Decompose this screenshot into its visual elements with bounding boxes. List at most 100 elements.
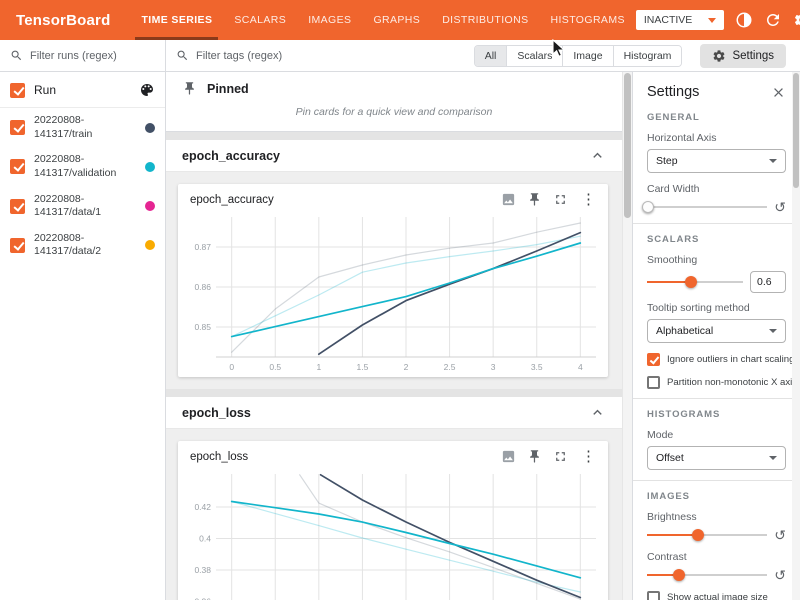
section-header[interactable]: epoch_accuracy [166,140,622,172]
pin-icon[interactable] [527,192,542,207]
divider [633,398,800,399]
pin-icon [182,81,197,96]
run-label: 20220808-141317/train [34,114,93,140]
card-width-label: Card Width [647,183,700,195]
tags-toolbar: Filter tags (regex) All Scalars Image Hi… [166,40,800,72]
section-header[interactable]: epoch_loss [166,397,622,429]
cards-scrollbar[interactable] [622,72,632,600]
filter-scalars-button[interactable]: Scalars [506,45,563,66]
more-options-icon[interactable]: ⋮ [581,448,596,465]
slider-thumb[interactable] [642,201,655,213]
horizontal-axis-dropdown[interactable]: Step [647,149,786,173]
refresh-icon[interactable] [764,11,782,29]
run-row-data-2[interactable]: 20220808-141317/data/2 [0,226,165,265]
show-actual-size-checkbox[interactable] [647,591,660,600]
epoch-accuracy-chart[interactable]: 0 0.5 1 1.5 2 2.5 3 3.5 4 0.85 0.86 0.87 [178,207,608,377]
slider-thumb[interactable] [673,569,686,581]
section-title: epoch_accuracy [182,148,280,163]
more-options-icon[interactable]: ⋮ [581,191,596,208]
tab-images[interactable]: IMAGES [308,14,352,26]
filter-all-button[interactable]: All [474,45,507,66]
svg-text:2: 2 [404,362,409,372]
run-checkbox[interactable] [10,237,25,253]
chart-card-epoch-accuracy: epoch_accuracy [178,184,608,377]
image-icon[interactable] [501,449,516,464]
theme-toggle-icon[interactable] [735,11,753,29]
filter-tags-input[interactable]: Filter tags (regex) [176,49,474,62]
palette-icon[interactable] [139,82,155,98]
run-checkbox[interactable] [10,159,25,175]
smoothing-slider[interactable] [647,275,743,289]
ignore-outliers-checkbox[interactable] [647,353,660,366]
image-icon[interactable] [501,192,516,207]
reset-icon[interactable]: ↺ [774,567,786,583]
card-width-control: ↺ [642,199,786,215]
reset-icon[interactable]: ↺ [774,199,786,215]
general-heading: GENERAL [647,112,700,123]
tab-time-series[interactable]: TIME SERIES [130,0,223,40]
slider-thumb[interactable] [691,529,704,541]
tooltip-sorting-value: Alphabetical [656,325,714,337]
run-color-dot[interactable] [145,161,155,172]
partition-x-checkbox[interactable] [647,375,660,389]
histogram-mode-dropdown[interactable]: Offset [647,446,786,470]
settings-gear-icon[interactable] [793,11,800,29]
chevron-up-icon[interactable] [589,404,606,421]
partition-x-row[interactable]: Partition non-monotonic X axis ⓘ [647,375,797,389]
chevron-down-icon [769,329,777,333]
chevron-up-icon[interactable] [589,147,606,164]
settings-scrollbar-thumb[interactable] [793,73,799,188]
contrast-slider[interactable] [647,568,768,582]
cards-scrollbar-thumb[interactable] [624,73,631,218]
tab-histograms[interactable]: HISTOGRAMS [550,14,625,26]
svg-text:0.85: 0.85 [194,322,211,332]
run-row-data-1[interactable]: 20220808-141317/data/1 [0,187,165,226]
settings-panel-header: Settings [647,84,786,100]
epoch-loss-chart[interactable]: 00.511.522.533.540.360.380.40.42 [178,464,608,600]
fullscreen-icon[interactable] [553,449,568,464]
tooltip-sorting-dropdown[interactable]: Alphabetical [647,319,786,343]
smoothing-control: 0.6 [647,271,786,293]
run-label: 20220808-141317/data/1 [34,192,102,219]
tab-scalars[interactable]: SCALARS [234,14,287,26]
run-color-dot[interactable] [145,240,155,251]
settings-scrollbar[interactable] [792,72,800,600]
content-row: Pinned Pin cards for a quick view and co… [166,72,800,600]
show-actual-size-row[interactable]: Show actual image size [647,591,786,600]
reload-status-dropdown[interactable]: INACTIVE [635,10,724,30]
tab-graphs[interactable]: GRAPHS [373,14,421,26]
filter-histogram-button[interactable]: Histogram [612,45,682,66]
tab-distributions[interactable]: DISTRIBUTIONS [442,14,529,26]
run-row-train[interactable]: 20220808-141317/train [0,108,165,147]
partition-x-label: Partition non-monotonic X axis [667,376,798,388]
svg-text:0.5: 0.5 [269,362,281,372]
filter-runs-input[interactable]: Filter runs (regex) [0,40,165,72]
run-color-dot[interactable] [145,201,155,212]
brightness-slider[interactable] [647,528,768,542]
show-actual-size-label: Show actual image size [667,592,768,600]
reset-icon[interactable]: ↺ [774,527,786,543]
ignore-outliers-row[interactable]: Ignore outliers in chart scaling [647,353,794,366]
close-icon[interactable] [771,85,786,100]
run-row-validation[interactable]: 20220808-141317/validation [0,147,165,186]
run-color-dot[interactable] [145,122,155,133]
settings-button[interactable]: Settings [700,43,786,68]
filter-runs-placeholder: Filter runs (regex) [30,49,117,62]
chevron-down-icon [769,456,777,460]
brightness-control: ↺ [647,528,786,542]
smoothing-value-input[interactable]: 0.6 [750,271,786,293]
svg-text:0.87: 0.87 [194,242,211,252]
svg-text:3: 3 [491,362,496,372]
slider-thumb[interactable] [685,276,698,288]
card-width-slider[interactable] [642,200,768,214]
run-checkbox[interactable] [10,198,25,214]
run-label: 20220808-141317/data/2 [34,231,102,258]
run-checkbox[interactable] [10,120,25,136]
search-icon [10,49,23,62]
fullscreen-icon[interactable] [553,192,568,207]
select-all-runs-checkbox[interactable] [10,82,25,98]
svg-text:0.4: 0.4 [199,533,211,543]
svg-text:1: 1 [316,362,321,372]
pin-icon[interactable] [527,449,542,464]
filter-image-button[interactable]: Image [562,45,613,66]
